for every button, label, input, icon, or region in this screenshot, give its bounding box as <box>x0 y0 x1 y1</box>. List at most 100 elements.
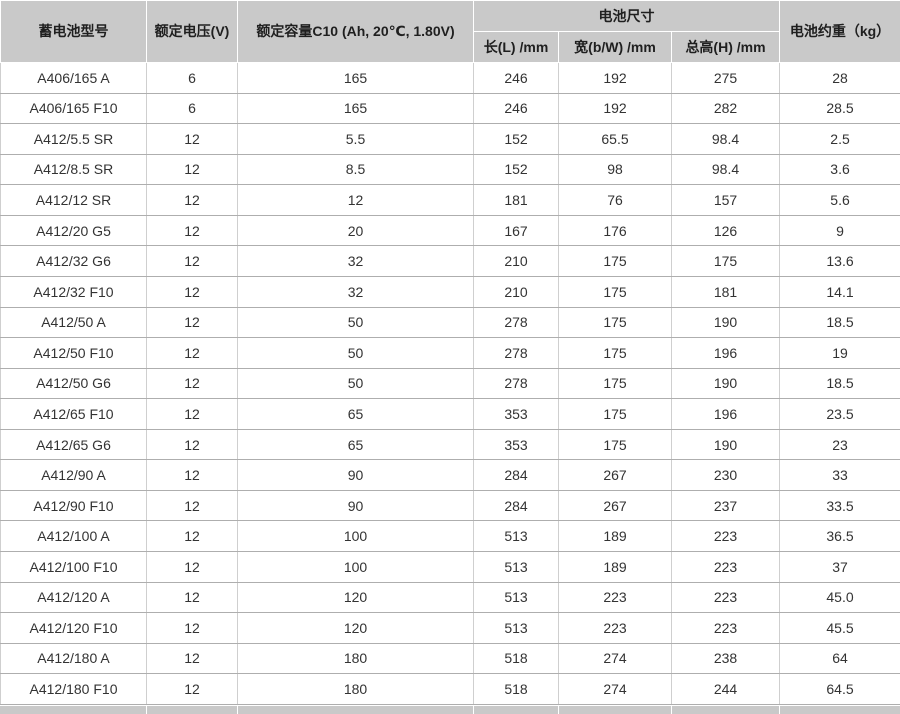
table-cell: 180 <box>237 673 474 705</box>
table-row: A412/50 G6 12 50 278 175 190 18.5 <box>0 367 900 400</box>
table-cell: 223 <box>558 581 672 614</box>
strip-cell <box>473 705 558 714</box>
table-cell: A406/165 F10 <box>0 92 147 125</box>
table-cell: 210 <box>473 245 559 277</box>
table-cell: 176 <box>558 214 672 247</box>
table-cell: 12 <box>146 459 238 491</box>
table-cell: 192 <box>558 92 672 125</box>
table-row: A412/65 F10 12 65 353 175 196 23.5 <box>0 398 900 430</box>
table-cell: 284 <box>473 489 559 522</box>
table-cell: 196 <box>670 398 781 430</box>
table-cell: 12 <box>146 398 238 430</box>
table-header: 蓄电池型号 额定电压(V) 额定容量C10 (Ah, 20℃, 1.80V) 电… <box>0 0 900 63</box>
table-cell: 181 <box>473 184 559 216</box>
table-cell: 192 <box>558 62 672 94</box>
column-group-header-dimensions: 电池尺寸 <box>472 0 781 32</box>
table-cell: 230 <box>670 459 781 491</box>
table-cell: A412/65 F10 <box>0 398 147 430</box>
strip-cell <box>0 705 146 714</box>
table-cell: 23.5 <box>779 398 900 430</box>
table-cell: 278 <box>473 306 559 339</box>
strip-cell <box>146 705 237 714</box>
table-cell: A412/12 SR <box>0 184 147 216</box>
table-cell: 6 <box>146 92 238 125</box>
table-cell: 223 <box>670 520 781 552</box>
table-cell: 190 <box>670 306 781 339</box>
table-cell: 45.0 <box>779 581 900 614</box>
table-cell: 28.5 <box>779 92 900 125</box>
table-cell: 518 <box>473 673 559 705</box>
table-body: A406/165 A 6 165 246 192 275 28 A406/165 F10 6 16… <box>0 62 900 705</box>
table-cell: 175 <box>670 245 781 277</box>
column-header-weight: 电池约重（kg） <box>779 0 900 63</box>
table-cell: 12 <box>146 642 238 675</box>
table-row: A412/100 A 12 100 513 189 223 36.5 <box>0 520 900 552</box>
table-cell: 64.5 <box>779 673 900 705</box>
table-cell: 165 <box>237 62 474 94</box>
strip-cell <box>779 705 900 714</box>
table-cell: 278 <box>473 337 559 369</box>
table-cell: A412/32 G6 <box>0 245 147 277</box>
table-cell: 12 <box>237 184 474 216</box>
table-cell: 196 <box>670 337 781 369</box>
table-cell: 210 <box>473 275 559 308</box>
table-cell: 181 <box>670 275 781 308</box>
column-header-width: 宽(b/W) /mm <box>558 31 672 63</box>
table-row: A412/90 A 12 90 284 267 230 33 <box>0 459 900 491</box>
table-cell: 175 <box>558 275 672 308</box>
table-cell: 189 <box>558 520 672 552</box>
table-cell: 45.5 <box>779 612 900 644</box>
table-cell: 50 <box>237 306 474 339</box>
table-cell: 65.5 <box>558 123 672 155</box>
table-cell: 223 <box>670 581 781 614</box>
table-cell: 50 <box>237 337 474 369</box>
table-cell: 23 <box>779 428 900 461</box>
table-cell: A406/165 A <box>0 62 147 94</box>
table-cell: 13.6 <box>779 245 900 277</box>
table-cell: 175 <box>558 367 672 400</box>
table-cell: 64 <box>779 642 900 675</box>
table-cell: 12 <box>146 275 238 308</box>
table-cell: 175 <box>558 398 672 430</box>
table-cell: 98 <box>558 153 672 186</box>
strip-cell <box>237 705 473 714</box>
table-cell: A412/50 G6 <box>0 367 147 400</box>
table-cell: 12 <box>146 428 238 461</box>
table-cell: 3.6 <box>779 153 900 186</box>
table-cell: A412/5.5 SR <box>0 123 147 155</box>
table-row: A412/90 F10 12 90 284 267 237 33.5 <box>0 489 900 522</box>
table-cell: 190 <box>670 428 781 461</box>
table-cell: 246 <box>473 92 559 125</box>
table-cell: 238 <box>670 642 781 675</box>
table-cell: A412/50 F10 <box>0 337 147 369</box>
table-cell: 2.5 <box>779 123 900 155</box>
table-cell: A412/90 A <box>0 459 147 491</box>
table-cell: A412/90 F10 <box>0 489 147 522</box>
table-cell: 267 <box>558 459 672 491</box>
table-cell: 120 <box>237 612 474 644</box>
table-cell: 12 <box>146 214 238 247</box>
column-header-length: 长(L) /mm <box>473 31 559 63</box>
table-cell: 37 <box>779 551 900 583</box>
table-cell: 353 <box>473 428 559 461</box>
table-cell: A412/180 A <box>0 642 147 675</box>
table-cell: A412/32 F10 <box>0 275 147 308</box>
table-row: A406/165 F10 6 165 246 192 282 28.5 <box>0 92 900 125</box>
table-cell: 274 <box>558 642 672 675</box>
table-cell: 33.5 <box>779 489 900 522</box>
table-cell: 98.4 <box>670 123 781 155</box>
table-cell: 65 <box>237 428 474 461</box>
table-cell: 12 <box>146 489 238 522</box>
table-cell: 175 <box>558 337 672 369</box>
table-cell: 223 <box>670 551 781 583</box>
table-cell: 165 <box>237 92 474 125</box>
table-cell: 180 <box>237 642 474 675</box>
cutoff-next-header-strip <box>0 705 900 714</box>
table-cell: A412/100 A <box>0 520 147 552</box>
table-row: A406/165 A 6 165 246 192 275 28 <box>0 62 900 94</box>
table-cell: 278 <box>473 367 559 400</box>
table-cell: 353 <box>473 398 559 430</box>
table-cell: 167 <box>473 214 559 247</box>
table-cell: 100 <box>237 551 474 583</box>
table-row: A412/32 F10 12 32 210 175 181 14.1 <box>0 275 900 308</box>
